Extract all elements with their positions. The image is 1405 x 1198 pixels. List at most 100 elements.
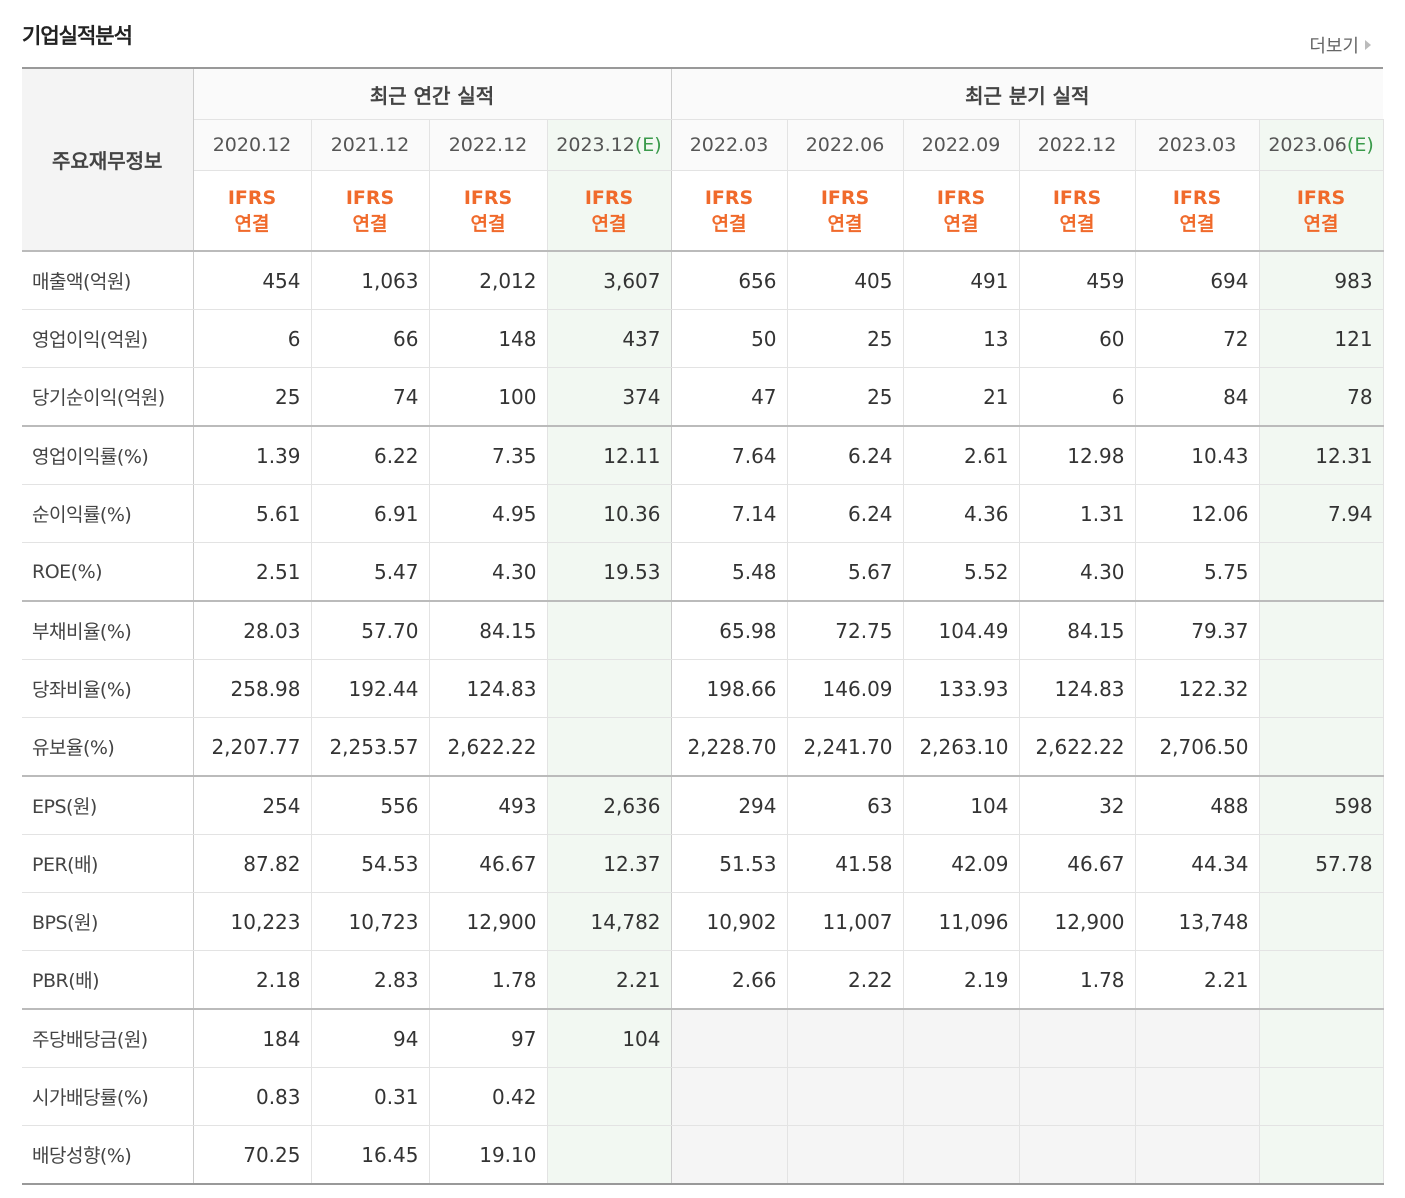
table-cell: 28.03 — [193, 601, 312, 660]
more-link[interactable]: 더보기 — [1309, 32, 1371, 58]
table-cell: 459 — [1019, 251, 1136, 310]
table-cell: 5.52 — [903, 542, 1020, 602]
table-cell: 2,253.57 — [311, 717, 430, 777]
table-cell: 6.91 — [311, 484, 430, 543]
basis-consolidated: 연결 — [1179, 212, 1215, 235]
basis-consolidated: 연결 — [470, 212, 506, 235]
table-cell — [547, 717, 672, 777]
table-cell: 104 — [547, 1009, 672, 1068]
table-cell: 50 — [671, 309, 788, 368]
table-cell: 2,228.70 — [671, 717, 788, 777]
row-label: 순이익률(%) — [22, 484, 194, 543]
table-cell: 694 — [1135, 251, 1260, 310]
table-cell: 2.19 — [903, 950, 1020, 1010]
table-cell: 556 — [311, 776, 430, 835]
period-header: 2022.03 — [671, 119, 788, 171]
table-cell: 7.14 — [671, 484, 788, 543]
table-cell: 2.83 — [311, 950, 430, 1010]
more-label: 더보기 — [1309, 36, 1359, 57]
table-row: 주당배당금(원) 184 94 97 104 — [22, 1009, 1384, 1068]
row-label: 매출액(억원) — [22, 251, 194, 310]
table-cell — [1019, 1067, 1136, 1126]
table-cell: 66 — [311, 309, 430, 368]
table-cell: 405 — [787, 251, 904, 310]
basis-ifrs: IFRS — [345, 186, 395, 209]
row-label: EPS(원) — [22, 776, 194, 835]
table-cell: 12.06 — [1135, 484, 1260, 543]
table-cell: 94 — [311, 1009, 430, 1068]
table-cell — [903, 1125, 1020, 1185]
period-header: 2022.12 — [429, 119, 548, 171]
table-cell: 25 — [193, 367, 312, 427]
table-cell: 1.39 — [193, 426, 312, 485]
table-cell: 12,900 — [429, 892, 548, 951]
table-row: PBR(배) 2.18 2.83 1.78 2.21 2.66 2.22 2.19 1.78 2.… — [22, 950, 1384, 1010]
table-cell: 57.70 — [311, 601, 430, 660]
table-cell: 78 — [1259, 367, 1384, 427]
period-header: 2022.06 — [787, 119, 904, 171]
basis-header: IFRS 연결 — [1259, 170, 1384, 252]
table-cell: 598 — [1259, 776, 1384, 835]
table-cell: 2.66 — [671, 950, 788, 1010]
estimate-marker: (E) — [634, 134, 662, 156]
table-cell: 2.18 — [193, 950, 312, 1010]
table-cell: 72.75 — [787, 601, 904, 660]
basis-ifrs: IFRS — [1296, 186, 1346, 209]
table-cell: 11,096 — [903, 892, 1020, 951]
period-label: 2022.12 — [1037, 134, 1117, 156]
table-cell: 1.78 — [1019, 950, 1136, 1010]
section-title: 기업실적분석 — [22, 24, 133, 48]
table-cell: 124.83 — [429, 659, 548, 718]
table-cell: 192.44 — [311, 659, 430, 718]
row-label: 영업이익(억원) — [22, 309, 194, 368]
table-row: PER(배) 87.82 54.53 46.67 12.37 51.53 41.58 42.0… — [22, 834, 1384, 893]
table-cell: 2,622.22 — [1019, 717, 1136, 777]
table-cell: 5.75 — [1135, 542, 1260, 602]
table-cell — [903, 1009, 1020, 1068]
row-label: ROE(%) — [22, 542, 194, 602]
table-cell: 19.10 — [429, 1125, 548, 1185]
table-cell: 4.30 — [1019, 542, 1136, 602]
table-cell — [1135, 1067, 1260, 1126]
basis-header: IFRS 연결 — [1019, 170, 1136, 252]
table-cell: 258.98 — [193, 659, 312, 718]
table-cell: 72 — [1135, 309, 1260, 368]
table-cell — [547, 601, 672, 660]
table-cell — [787, 1067, 904, 1126]
period-label: 2023.06 — [1268, 134, 1347, 156]
table-cell: 493 — [429, 776, 548, 835]
period-label: 2022.03 — [689, 134, 769, 156]
row-label: 당기순이익(억원) — [22, 367, 194, 427]
table-cell: 5.67 — [787, 542, 904, 602]
table-cell: 44.34 — [1135, 834, 1260, 893]
basis-header: IFRS 연결 — [787, 170, 904, 252]
table-cell: 2,622.22 — [429, 717, 548, 777]
table-row: 당좌비율(%) 258.98 192.44 124.83 198.66 146.09 133… — [22, 659, 1384, 718]
period-label: 2023.12 — [556, 134, 635, 156]
table-cell: 0.42 — [429, 1067, 548, 1126]
table-cell — [1259, 1125, 1384, 1185]
basis-consolidated: 연결 — [352, 212, 388, 235]
table-cell: 656 — [671, 251, 788, 310]
table-cell: 5.61 — [193, 484, 312, 543]
table-cell: 51.53 — [671, 834, 788, 893]
table-cell — [547, 659, 672, 718]
table-cell: 184 — [193, 1009, 312, 1068]
annual-header: 최근 연간 실적 — [193, 67, 672, 120]
row-label: 부채비율(%) — [22, 601, 194, 660]
table-cell: 84 — [1135, 367, 1260, 427]
table-cell: 12.31 — [1259, 426, 1384, 485]
basis-ifrs: IFRS — [1172, 186, 1222, 209]
financial-table: 주요재무정보 최근 연간 실적 최근 분기 실적 2020.12 2021.12 2… — [22, 67, 1384, 1185]
period-header: 2023.12(E) — [547, 119, 672, 171]
table-cell: 7.64 — [671, 426, 788, 485]
table-cell: 12.98 — [1019, 426, 1136, 485]
basis-consolidated: 연결 — [1059, 212, 1095, 235]
basis-ifrs: IFRS — [936, 186, 986, 209]
table-cell: 2.21 — [547, 950, 672, 1010]
table-cell: 122.32 — [1135, 659, 1260, 718]
table-cell: 54.53 — [311, 834, 430, 893]
table-cell — [547, 1067, 672, 1126]
period-label: 2023.03 — [1157, 134, 1237, 156]
table-cell: 74 — [311, 367, 430, 427]
